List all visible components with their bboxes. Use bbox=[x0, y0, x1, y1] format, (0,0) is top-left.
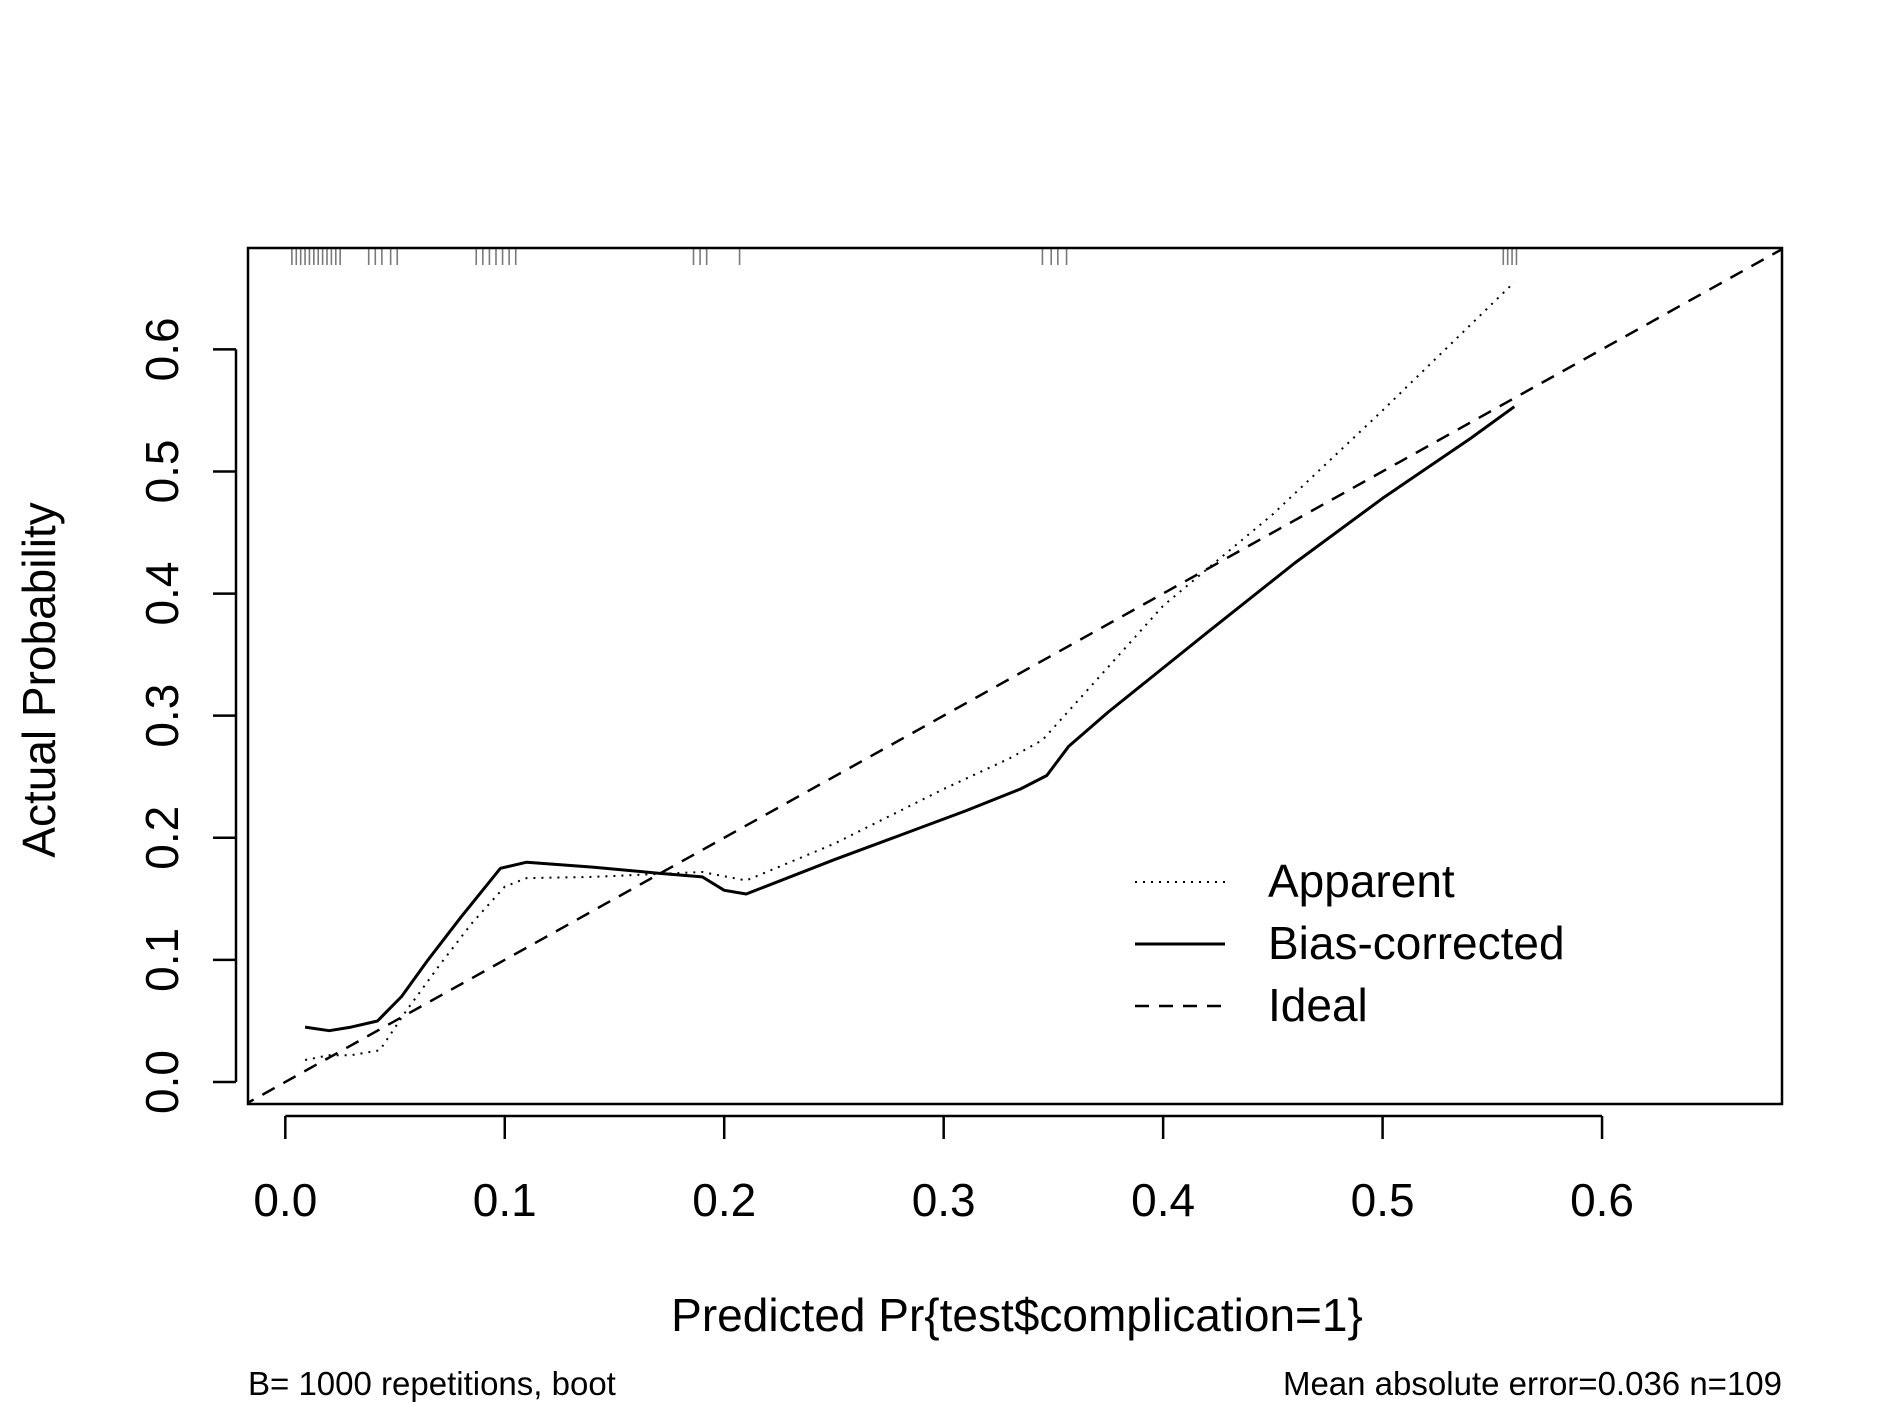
series-line-apparent bbox=[304, 281, 1515, 1061]
x-tick-label: 0.4 bbox=[1131, 1174, 1195, 1226]
legend-label-ideal: Ideal bbox=[1268, 979, 1368, 1031]
x-tick-label: 0.1 bbox=[473, 1174, 537, 1226]
series-layer bbox=[248, 248, 1782, 1104]
rug-marks bbox=[291, 248, 1518, 265]
y-tick-label: 0.1 bbox=[136, 928, 188, 992]
x-axis: 0.0 0.1 0.2 0.3 0.4 0.5 0.6 bbox=[253, 1114, 1634, 1226]
y-axis-title: Actual Probability bbox=[13, 502, 65, 857]
footnote-right: Mean absolute error=0.036 n=109 bbox=[1283, 1365, 1782, 1402]
legend: Apparent Bias-corrected Ideal bbox=[1135, 855, 1565, 1031]
legend-label-bias-corrected: Bias-corrected bbox=[1268, 917, 1565, 969]
x-tick-label: 0.2 bbox=[692, 1174, 756, 1226]
footnote-left: B= 1000 repetitions, boot bbox=[248, 1365, 616, 1402]
x-tick-label: 0.0 bbox=[253, 1174, 317, 1226]
x-axis-title: Predicted Pr{test$complication=1} bbox=[671, 1289, 1363, 1341]
series-line-ideal bbox=[248, 248, 1782, 1104]
x-tick-label: 0.3 bbox=[912, 1174, 976, 1226]
x-tick-label: 0.6 bbox=[1570, 1174, 1634, 1226]
plot-frame bbox=[246, 246, 1784, 1106]
y-tick-label: 0.2 bbox=[136, 806, 188, 870]
x-tick-label: 0.5 bbox=[1351, 1174, 1415, 1226]
y-tick-label: 0.4 bbox=[136, 562, 188, 626]
y-tick-label: 0.0 bbox=[136, 1050, 188, 1114]
legend-label-apparent: Apparent bbox=[1268, 855, 1455, 907]
y-tick-label: 0.5 bbox=[136, 439, 188, 503]
y-tick-label: 0.3 bbox=[136, 684, 188, 748]
y-axis: 0.0 0.1 0.2 0.3 0.4 0.5 0.6 bbox=[136, 317, 238, 1114]
series-line-bias-corrected bbox=[304, 405, 1516, 1033]
y-tick-label: 0.6 bbox=[136, 317, 188, 381]
